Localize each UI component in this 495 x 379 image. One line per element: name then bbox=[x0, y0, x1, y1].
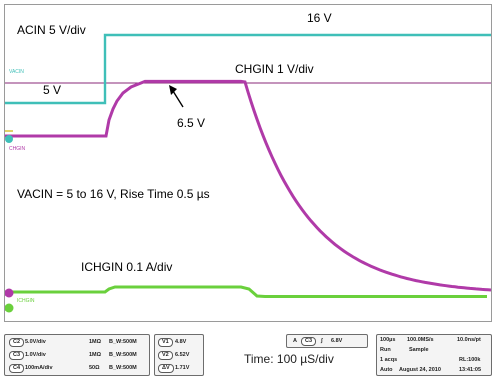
horizontal-scale: 100µs bbox=[380, 337, 396, 343]
ch3-scale: 1.0V/div bbox=[25, 352, 46, 358]
level-6-5v-label: 6.5 V bbox=[177, 116, 206, 130]
channel-settings-box: C2 5.0V/div 1MΩ B_W:500M C3 1.0V/div 1MΩ… bbox=[4, 334, 150, 376]
pointer-arrow-head bbox=[169, 85, 177, 95]
trigger-level: 6.8V bbox=[331, 338, 343, 344]
trigger-auto: Auto bbox=[380, 367, 393, 373]
ch3-bw: B_W:500M bbox=[109, 352, 137, 358]
pointer-arrow-line bbox=[172, 90, 184, 108]
acin-trace bbox=[5, 33, 491, 105]
ch3-id[interactable]: C3 bbox=[9, 351, 25, 360]
acq-time: 13:41:05 bbox=[459, 367, 482, 373]
ch3-coupling: 1MΩ bbox=[89, 352, 102, 358]
acq-count: 1 acqs bbox=[380, 357, 398, 363]
settings-panel: C2 5.0V/div 1MΩ B_W:500M C3 1.0V/div 1MΩ… bbox=[0, 326, 495, 379]
level-16v-label: 16 V bbox=[307, 11, 332, 25]
ch4-bw: B_W:500M bbox=[109, 365, 137, 371]
ch4-coupling: 50Ω bbox=[89, 365, 100, 371]
cursor-dv-value: 1.71V bbox=[175, 365, 190, 371]
chgin-trace bbox=[5, 79, 491, 292]
vacin-rise-label: VACIN = 5 to 16 V, Rise Time 0.5 µs bbox=[17, 187, 210, 201]
cursor-dv-id[interactable]: ΔV bbox=[158, 364, 174, 373]
ichgin-trace bbox=[5, 285, 487, 298]
record-length: RL:100k bbox=[459, 357, 481, 363]
ch2-scale: 5.0V/div bbox=[25, 339, 46, 345]
cursor-v1-id[interactable]: V1 bbox=[158, 338, 173, 347]
acin-scale-label: ACIN 5 V/div bbox=[17, 23, 86, 37]
waveform-canvas bbox=[5, 33, 491, 313]
cursor-readout-box: V1 4.8V V2 6.52V ΔV 1.71V bbox=[154, 334, 204, 376]
ch-ichgin-marker-text: ICHGIN bbox=[17, 298, 35, 304]
level-5v-label: 5 V bbox=[43, 83, 62, 97]
sample-rate: 100.0MS/s bbox=[407, 337, 434, 343]
cursor-v2-id[interactable]: V2 bbox=[158, 351, 173, 360]
ch-marker-ichgin-2 bbox=[5, 303, 14, 313]
cursor-v2-value: 6.52V bbox=[175, 352, 190, 358]
ch-marker-chgin bbox=[5, 135, 13, 143]
acq-date: August 24, 2010 bbox=[399, 367, 441, 373]
resolution: 10.0ns/pt bbox=[457, 337, 481, 343]
cursor-v1-value: 4.8V bbox=[175, 339, 187, 345]
trigger-readout-box[interactable]: A C3 ∫ 6.8V bbox=[286, 334, 368, 348]
trigger-slope-icon: ∫ bbox=[321, 338, 323, 344]
acq-mode: Sample bbox=[409, 347, 429, 353]
trigger-channel: C3 bbox=[301, 337, 317, 346]
chgin-scale-label: CHGIN 1 V/div bbox=[235, 62, 314, 76]
ch-chgin-marker-text: CHGIN bbox=[9, 146, 26, 152]
trigger-mode: A bbox=[293, 338, 297, 344]
run-state: Run bbox=[380, 347, 391, 353]
ch-marker-ichgin bbox=[5, 288, 14, 298]
ch4-id[interactable]: C4 bbox=[9, 364, 25, 373]
ch2-bw: B_W:500M bbox=[109, 339, 137, 345]
waveform-display: ACIN 5 V/div 16 V CHGIN 1 V/div 5 V 6.5 … bbox=[4, 4, 492, 322]
ch2-id[interactable]: C2 bbox=[9, 338, 25, 347]
ch4-scale: 100mA/div bbox=[25, 365, 53, 371]
ch2-coupling: 1MΩ bbox=[89, 339, 102, 345]
time-per-div: Time: 100 µS/div bbox=[244, 352, 334, 366]
ichgin-scale-label: ICHGIN 0.1 A/div bbox=[81, 260, 173, 274]
ch-acin-marker-text: VACIN bbox=[9, 69, 24, 75]
acquisition-box: 100µs 100.0MS/s 10.0ns/pt Run Sample 1 a… bbox=[376, 334, 492, 376]
